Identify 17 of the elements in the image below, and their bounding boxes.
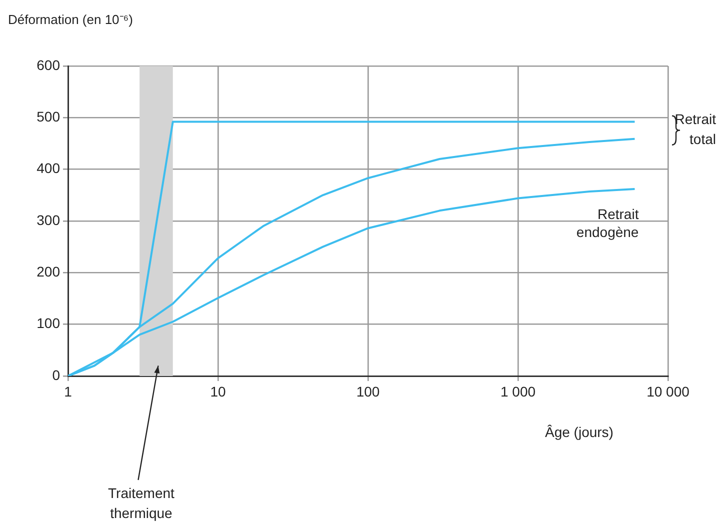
band-label: Traitement thermique: [108, 485, 175, 521]
x-tick-label: 100: [356, 383, 380, 400]
x-tick-label: 1: [64, 383, 72, 400]
y-tick-label: 200: [36, 264, 60, 280]
series-label: Retrait endogène: [576, 206, 639, 240]
y-tick-label: 100: [36, 315, 60, 332]
y-axis-title: Déformation (en 10⁻⁶): [8, 11, 133, 28]
x-tick-label: 10: [210, 383, 226, 400]
y-tick-label: 400: [36, 160, 60, 176]
y-tick-label: 300: [36, 212, 60, 228]
x-axis-title: Âge (jours): [545, 424, 614, 440]
y-tick-label: 600: [36, 56, 60, 73]
x-tick-label: 10 000: [646, 383, 690, 400]
text: Retrait total: [674, 110, 716, 147]
x-tick-label: 1 000: [500, 383, 536, 400]
y-tick-label: 500: [36, 108, 60, 125]
y-tick-label: 0: [52, 366, 60, 383]
